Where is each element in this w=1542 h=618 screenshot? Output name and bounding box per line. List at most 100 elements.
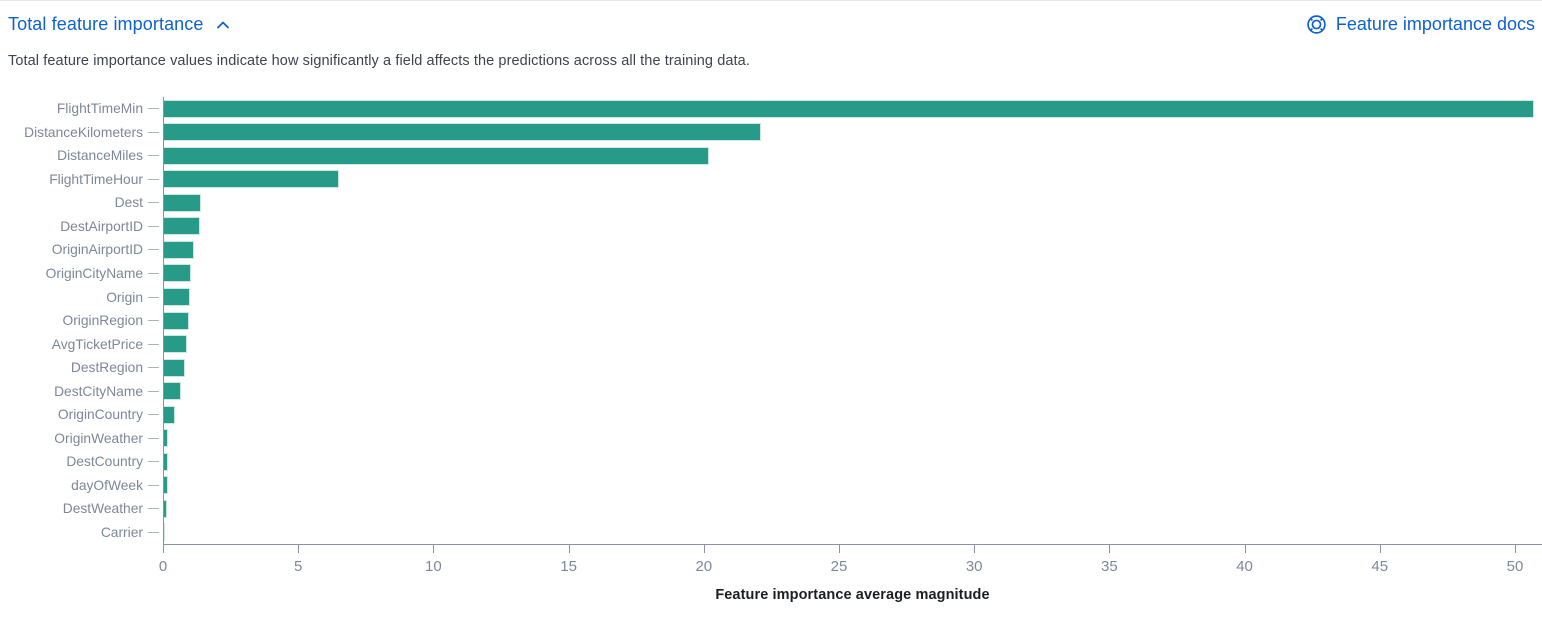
y-tick-mark bbox=[148, 272, 159, 274]
bar[interactable] bbox=[163, 170, 339, 189]
bar-track bbox=[163, 99, 1542, 118]
chart-row: OriginWeather bbox=[0, 426, 1542, 450]
bar-track bbox=[163, 240, 1542, 259]
y-axis-line bbox=[163, 97, 164, 544]
bar-track bbox=[163, 452, 1542, 471]
chart-row: DestAirportID bbox=[0, 215, 1542, 239]
bar[interactable] bbox=[163, 99, 1534, 118]
chart-row: OriginCityName bbox=[0, 262, 1542, 286]
bar[interactable] bbox=[163, 146, 710, 165]
x-tick-label: 10 bbox=[425, 558, 442, 575]
y-tick-mark bbox=[148, 225, 159, 227]
x-tick-label: 15 bbox=[560, 558, 577, 575]
section-description: Total feature importance values indicate… bbox=[8, 53, 750, 69]
chart-row: OriginRegion bbox=[0, 309, 1542, 333]
category-label: FlightTimeMin bbox=[56, 101, 143, 117]
bar[interactable] bbox=[163, 288, 191, 307]
category-label: OriginRegion bbox=[62, 313, 143, 329]
bar-track bbox=[163, 288, 1542, 307]
y-tick-mark bbox=[148, 461, 159, 463]
chart-row: dayOfWeek bbox=[0, 474, 1542, 498]
x-axis-ticks: 0 5 10 15 20 25 30 35 40 45 50 bbox=[159, 544, 1542, 584]
category-label: DestAirportID bbox=[60, 218, 143, 234]
x-axis-title: Feature importance average magnitude bbox=[715, 587, 990, 603]
x-tick-label: 45 bbox=[1371, 558, 1389, 575]
chevron-up-icon bbox=[215, 17, 231, 33]
feature-importance-docs-link[interactable]: Feature importance docs bbox=[1306, 14, 1535, 35]
bar[interactable] bbox=[163, 193, 201, 212]
section-title: Total feature importance bbox=[8, 14, 204, 34]
category-label: OriginAirportID bbox=[51, 242, 143, 258]
bar[interactable] bbox=[163, 217, 200, 236]
category-label: DestCityName bbox=[54, 383, 143, 399]
bar[interactable] bbox=[163, 311, 189, 330]
chart-row: OriginAirportID bbox=[0, 238, 1542, 262]
x-tick-label: 40 bbox=[1236, 558, 1253, 575]
bar-track bbox=[163, 499, 1542, 518]
x-tick-mark bbox=[1109, 544, 1111, 553]
y-tick-mark bbox=[148, 155, 159, 157]
x-tick-mark bbox=[974, 544, 976, 553]
chart-row: DestCountry bbox=[0, 450, 1542, 474]
bar-track bbox=[163, 311, 1542, 330]
bar[interactable] bbox=[163, 405, 176, 424]
category-label: Origin bbox=[106, 289, 143, 305]
chart-row: Carrier bbox=[0, 521, 1542, 545]
category-label: OriginCountry bbox=[57, 407, 143, 423]
category-label: DestWeather bbox=[62, 501, 143, 517]
category-label: Carrier bbox=[100, 524, 143, 540]
section-toggle-total-feature-importance[interactable]: Total feature importance bbox=[8, 14, 231, 35]
x-tick-mark bbox=[1379, 544, 1381, 553]
bar[interactable] bbox=[163, 240, 195, 259]
category-label: DistanceMiles bbox=[57, 148, 143, 164]
y-tick-mark bbox=[148, 178, 159, 180]
x-tick-label: 20 bbox=[695, 558, 713, 575]
chart-row: Dest bbox=[0, 191, 1542, 215]
chart-row: OriginCountry bbox=[0, 403, 1542, 427]
category-label: Dest bbox=[114, 195, 143, 211]
x-tick-label: 25 bbox=[830, 558, 848, 575]
bar[interactable] bbox=[163, 264, 192, 283]
chart-row: AvgTicketPrice bbox=[0, 332, 1542, 356]
x-tick-mark bbox=[1244, 544, 1246, 553]
bar[interactable] bbox=[163, 358, 185, 377]
y-tick-mark bbox=[148, 202, 159, 204]
y-tick-mark bbox=[148, 320, 159, 322]
y-tick-mark bbox=[148, 484, 159, 486]
chart-row: DestWeather bbox=[0, 497, 1542, 521]
chart-rows: FlightTimeMin DistanceKilometers DistanceM… bbox=[0, 97, 1542, 544]
x-tick-label: 50 bbox=[1506, 558, 1524, 575]
y-tick-mark bbox=[148, 249, 159, 251]
bar[interactable] bbox=[163, 335, 188, 354]
bar-track bbox=[163, 217, 1542, 236]
y-tick-mark bbox=[148, 437, 159, 439]
chart-row: DestCityName bbox=[0, 379, 1542, 403]
bar-track bbox=[163, 193, 1542, 212]
x-tick-mark bbox=[298, 544, 300, 553]
x-tick-mark bbox=[163, 544, 164, 553]
y-tick-mark bbox=[148, 390, 159, 392]
x-tick-label: 30 bbox=[965, 558, 983, 575]
x-tick-mark bbox=[1514, 544, 1516, 553]
bar[interactable] bbox=[163, 382, 181, 401]
x-tick-mark bbox=[838, 544, 840, 553]
bar-track bbox=[163, 523, 1542, 542]
category-label: dayOfWeek bbox=[71, 477, 143, 493]
x-tick-label: 0 bbox=[158, 558, 168, 575]
x-tick-mark bbox=[568, 544, 570, 553]
category-label: AvgTicketPrice bbox=[51, 336, 143, 352]
y-tick-mark bbox=[148, 508, 159, 510]
chart-row: DistanceKilometers bbox=[0, 121, 1542, 145]
x-axis-line bbox=[163, 544, 1542, 545]
bar-track bbox=[163, 358, 1542, 377]
category-label: OriginWeather bbox=[54, 430, 143, 446]
bar-track bbox=[163, 264, 1542, 283]
chart-row: FlightTimeHour bbox=[0, 168, 1542, 192]
bar-track bbox=[163, 429, 1542, 448]
y-tick-mark bbox=[148, 131, 159, 133]
bar-track bbox=[163, 170, 1542, 189]
docs-link-label: Feature importance docs bbox=[1335, 14, 1535, 34]
bar[interactable] bbox=[163, 123, 761, 142]
y-tick-mark bbox=[148, 367, 159, 369]
